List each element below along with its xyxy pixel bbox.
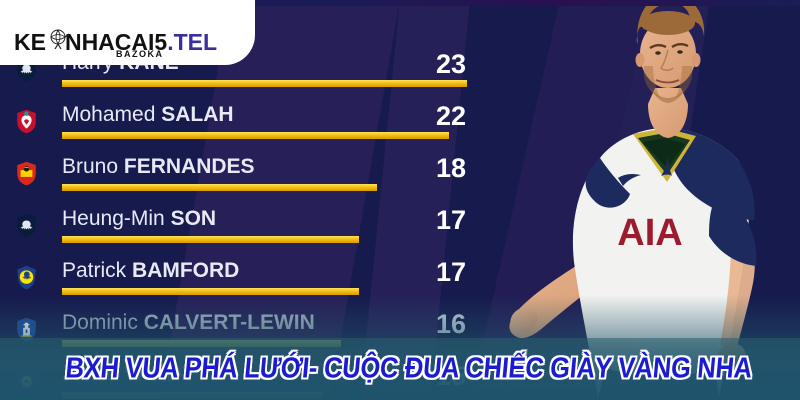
svg-text:AIA: AIA [617, 212, 682, 254]
svg-text:cinch: cinch [716, 179, 747, 193]
